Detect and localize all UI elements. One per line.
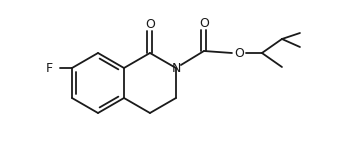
Text: N: N bbox=[171, 61, 180, 75]
Text: O: O bbox=[234, 46, 244, 59]
Text: O: O bbox=[145, 17, 155, 31]
Text: O: O bbox=[199, 16, 209, 30]
Text: F: F bbox=[46, 61, 53, 75]
